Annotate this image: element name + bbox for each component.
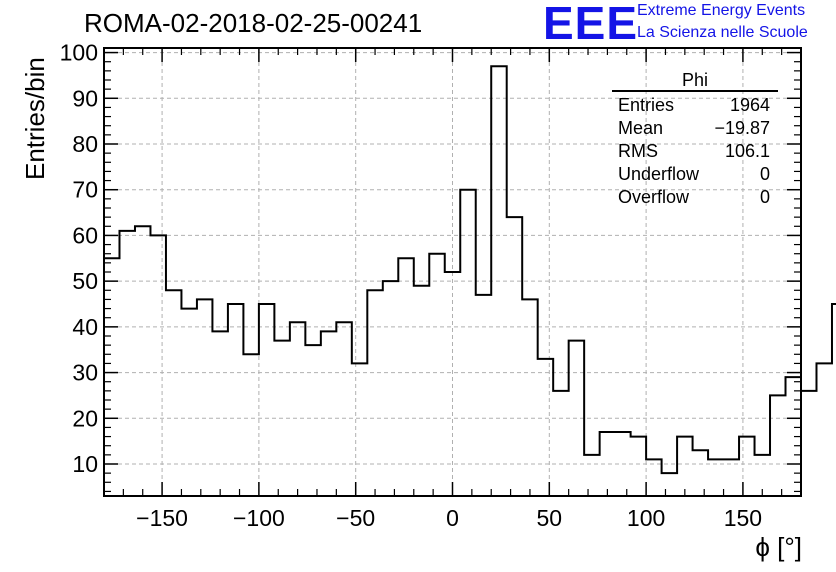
y-tick-label: 60	[72, 222, 98, 248]
y-tick-label: 20	[72, 405, 98, 431]
y-tick-label: 10	[72, 451, 98, 477]
y-tick-label: 100	[60, 40, 98, 66]
stats-box: Phi Entries 1964 Mean −19.87 RMS 106.1 U…	[612, 70, 778, 209]
histogram-series-line	[104, 65, 836, 475]
x-tick-label: 100	[627, 505, 665, 531]
chart-title: ROMA-02-2018-02-25-00241	[84, 8, 423, 38]
stats-label: Mean	[618, 118, 664, 138]
stats-label: Underflow	[618, 164, 700, 184]
y-axis-label: Entries/bin	[20, 57, 50, 180]
y-tick-label: 50	[72, 268, 98, 294]
x-tick-label: 150	[724, 505, 762, 531]
x-tick-label: −150	[136, 505, 188, 531]
x-tick-label: −50	[336, 505, 375, 531]
y-tick-label: 80	[72, 131, 98, 157]
x-tick-label: −100	[233, 505, 285, 531]
stats-row-entries: Entries 1964	[612, 94, 778, 117]
x-axis-label: ϕ [°]	[755, 532, 802, 562]
axis-tick-labels: −150 −100 −50 0 50 100 150 10 20 30 40 50 60 70 80 90 10…	[60, 40, 762, 531]
stats-row-overflow: Overflow 0	[612, 186, 778, 209]
stats-value: 106.1	[724, 141, 770, 161]
stats-label: Overflow	[618, 187, 690, 207]
stats-row-mean: Mean −19.87	[612, 117, 778, 140]
y-tick-label: 30	[72, 360, 98, 386]
x-tick-label: 50	[537, 505, 563, 531]
stats-value: 0	[759, 164, 770, 184]
stats-label: Entries	[618, 95, 675, 115]
stats-label: RMS	[618, 141, 658, 161]
y-tick-label: 70	[72, 177, 98, 203]
logo-line-1: Extreme Energy Events	[637, 2, 806, 19]
x-tick-label: 0	[446, 505, 459, 531]
logo-line-2: La Scienza nelle Scuole	[637, 24, 808, 41]
eee-logo: EEE	[543, 0, 639, 49]
stats-value: 0	[759, 187, 770, 207]
axis-ticks	[103, 48, 802, 496]
stats-row-underflow: Underflow 0	[612, 163, 778, 186]
stats-value: −19.87	[714, 118, 770, 138]
stats-title: Phi	[612, 70, 778, 92]
y-tick-label: 40	[72, 314, 98, 340]
y-tick-label: 90	[72, 85, 98, 111]
stats-value: 1964	[729, 95, 770, 115]
stats-row-rms: RMS 106.1	[612, 140, 778, 163]
